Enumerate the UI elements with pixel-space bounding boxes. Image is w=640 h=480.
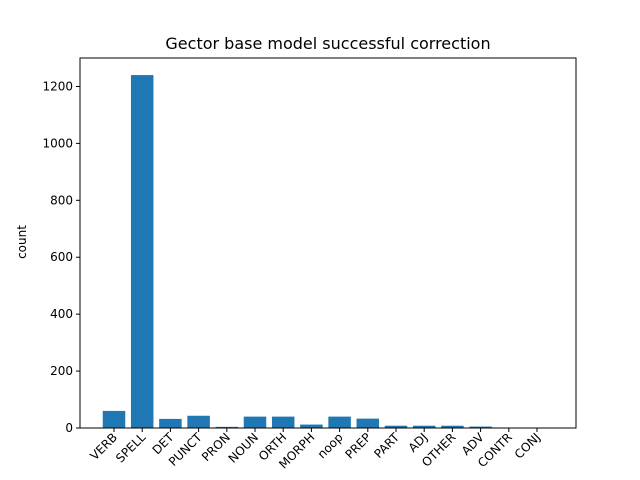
y-axis-label: count — [15, 225, 29, 259]
bar-prep — [356, 418, 380, 428]
bar-pron — [215, 426, 239, 428]
y-tick-label-0: 0 — [65, 421, 73, 435]
y-tick-label-600: 600 — [50, 250, 73, 264]
x-tick-label-prep: PREP — [343, 430, 374, 461]
bar-orth — [271, 416, 295, 428]
bar-noop — [328, 416, 351, 428]
y-tick-label-800: 800 — [50, 193, 73, 207]
bar-noun — [243, 416, 267, 428]
bar-adv — [469, 426, 492, 428]
x-tick-label-noop: noop — [315, 430, 346, 461]
bar-other — [441, 425, 464, 428]
x-tick-label-part: PART — [371, 430, 402, 461]
x-tick-label-conj: CONJ — [512, 430, 543, 461]
bar-punct — [187, 415, 210, 428]
x-tick-label-noun: NOUN — [226, 430, 261, 465]
plot-frame — [79, 57, 577, 429]
y-tick-label-200: 200 — [50, 364, 73, 378]
y-axis: 0 200 400 600 800 1000 1200 — [42, 79, 80, 435]
bar-det — [159, 418, 182, 428]
bar-spell — [130, 75, 154, 428]
y-tick-label-400: 400 — [50, 307, 73, 321]
bar-morph — [300, 424, 323, 428]
bars-group — [102, 75, 549, 428]
bar-verb — [102, 410, 126, 428]
chart-title: Gector base model successful correction — [165, 34, 490, 53]
x-tick-label-spell: SPELL — [113, 430, 148, 465]
y-tick-label-1000: 1000 — [42, 136, 73, 150]
bar-adj — [412, 425, 436, 428]
y-tick-label-1200: 1200 — [42, 79, 73, 93]
bar-part — [384, 425, 408, 428]
